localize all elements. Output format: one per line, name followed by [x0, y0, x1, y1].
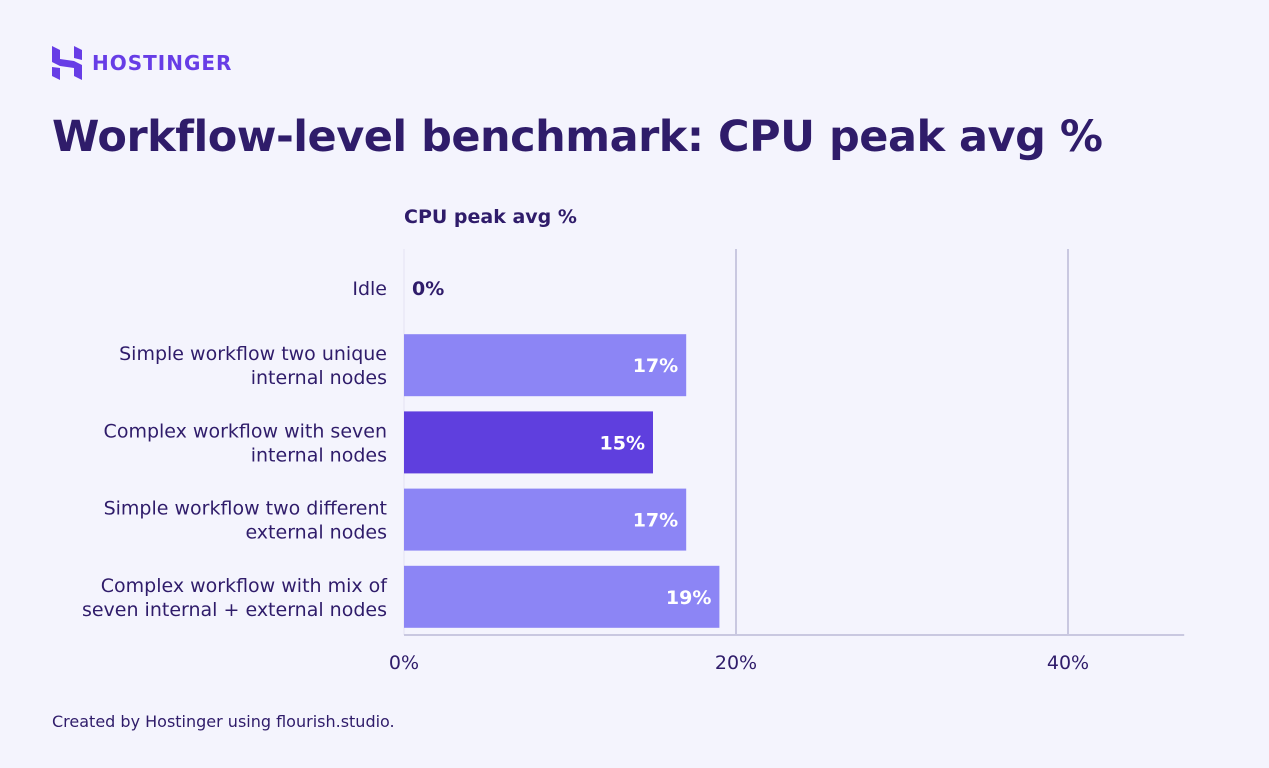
bar	[404, 565, 720, 628]
category-label: internal nodes	[251, 444, 387, 466]
hostinger-logo: HOSTINGER	[52, 46, 232, 80]
x-tick-label: 40%	[1047, 652, 1089, 674]
category-label: internal nodes	[251, 367, 387, 389]
category-label: Idle	[352, 278, 387, 300]
category-label: Simple workflow two different	[104, 498, 387, 520]
hostinger-h-icon	[52, 46, 82, 80]
data-label: 17%	[633, 510, 678, 532]
x-tick-label: 20%	[715, 652, 757, 674]
brand-name: HOSTINGER	[92, 51, 233, 75]
category-label: Simple workflow two unique	[119, 343, 387, 365]
data-label: 15%	[600, 432, 645, 454]
footer-credit: Created by Hostinger using flourish.stud…	[52, 712, 395, 731]
category-label: seven internal + external nodes	[82, 599, 387, 621]
data-label: 19%	[666, 587, 711, 609]
page-title: Workflow-level benchmark: CPU peak avg %	[52, 112, 1103, 162]
data-label: 17%	[633, 355, 678, 377]
bar	[404, 411, 653, 474]
series-label: CPU peak avg %	[404, 206, 577, 228]
category-label: Complex workflow with seven	[104, 420, 387, 442]
data-label: 0%	[412, 278, 444, 300]
x-tick-label: 0%	[389, 652, 419, 674]
category-label: external nodes	[245, 522, 387, 544]
bar	[404, 488, 687, 551]
bar	[404, 334, 687, 397]
category-label: Complex workflow with mix of	[101, 575, 389, 597]
